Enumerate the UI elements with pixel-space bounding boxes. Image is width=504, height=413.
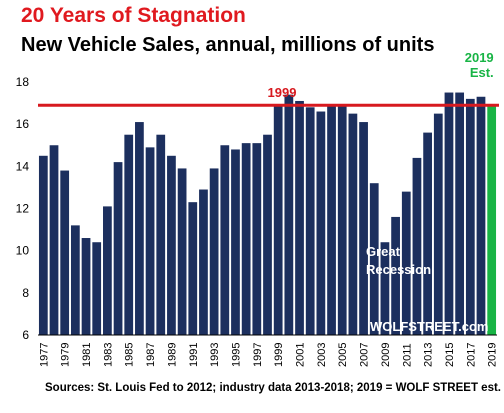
x-tick-label: 1997 [252,343,264,367]
y-tick-label: 6 [22,328,29,342]
bar-2007 [359,122,368,335]
bar-2019 [487,105,497,335]
bar-2005 [337,105,347,335]
x-tick-label: 1991 [188,343,200,367]
x-tick-label: 2003 [316,343,328,367]
bar-2015 [444,92,454,335]
x-tick-label: 1987 [145,343,157,367]
x-tick-label: 1993 [209,343,221,367]
bar-1996 [241,143,251,335]
bar-2002 [305,107,315,335]
bar-1977 [38,155,48,335]
bar-2009 [380,242,390,335]
chart-subtitle: New Vehicle Sales, annual, millions of u… [21,34,435,56]
bar-1991 [188,202,198,335]
bar-2014 [433,113,443,336]
bar-1978 [49,145,59,335]
y-tick-label: 8 [22,286,29,300]
bar-1982 [92,242,102,335]
y-tick-label: 16 [16,117,30,131]
bar-1981 [81,238,91,335]
x-tick-label: 1981 [81,343,93,367]
y-tick-label: 10 [16,244,30,258]
bar-1989 [167,155,176,335]
bar-2012 [412,157,422,335]
x-tick-label: 2009 [380,343,392,367]
estimate-label-year: 2019 [465,50,494,65]
y-tick-label: 14 [16,159,30,173]
x-tick-label: 1977 [38,343,50,367]
x-tick-label: 1989 [166,343,178,367]
x-tick-label: 2005 [337,343,349,367]
x-tick-label: 1999 [273,343,285,367]
great-recession-label-line1: Great [366,244,401,259]
x-tick-label: 1995 [230,343,242,367]
x-tick-label: 2001 [295,343,307,367]
x-tick-label: 1983 [102,343,114,367]
bar-2011 [401,191,411,335]
bar-1987 [145,147,155,335]
bar-1985 [124,134,134,335]
bar-2003 [316,111,326,336]
bar-1997 [252,143,262,335]
x-tick-label: 2007 [359,343,371,367]
x-tick-label: 2015 [444,343,456,367]
x-tick-label: 2011 [401,343,413,367]
bar-1988 [156,134,166,335]
bar-1995 [231,149,240,335]
chart-title: 20 Years of Stagnation [21,4,246,27]
bar-1990 [177,168,187,335]
bar-2001 [295,100,304,335]
bar-2008 [369,183,379,335]
x-tick-label: 1985 [124,343,136,367]
bar-1979 [60,170,70,335]
bar-2000 [284,94,294,336]
x-axis: 1977 1979 1981 1983 1985 1987 1989 1991 1993 1995… [38,343,498,367]
bar-2006 [348,113,358,336]
bar-1998 [263,134,272,335]
bar-2004 [327,105,336,335]
great-recession-label-line2: Recession [366,262,431,277]
bar-2018 [476,96,486,335]
bar-1986 [135,122,144,335]
bar-1993 [209,168,219,335]
bar-2016 [455,92,465,335]
bar-1992 [199,189,208,335]
bar-1999 [273,105,283,335]
x-tick-label: 2019 [487,343,499,367]
bar-1983 [103,206,112,335]
bar-2017 [465,98,475,336]
y-tick-label: 18 [16,75,30,89]
x-tick-label: 2013 [423,343,435,367]
reference-line-label: 1999 [268,85,297,100]
bar-2010 [391,216,400,335]
y-axis: 6 8 10 12 14 16 18 [16,75,30,342]
bar-2013 [423,132,432,335]
bar-1994 [220,145,230,335]
estimate-label-est: Est. [470,65,494,80]
bar-1980 [70,225,80,335]
y-tick-label: 12 [16,202,30,216]
x-tick-label: 2017 [465,343,477,367]
source-note: Sources: St. Louis Fed to 2012; industry… [45,382,501,394]
bar-1984 [113,162,123,335]
x-tick-label: 1979 [60,343,72,367]
bar-series [38,92,497,336]
wolfstreet-watermark: WOLFSTREET.com [370,319,488,334]
